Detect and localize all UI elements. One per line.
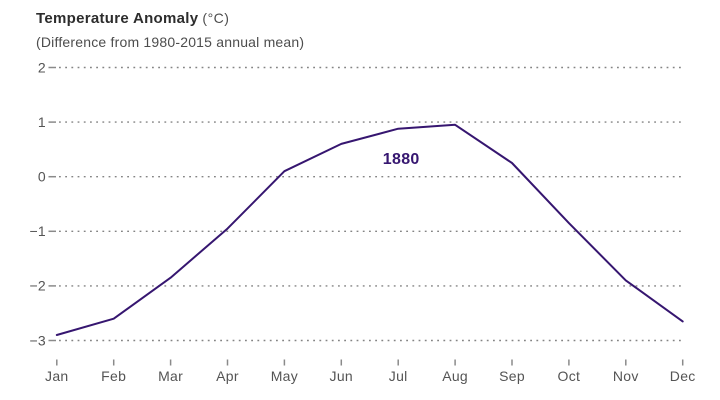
y-tick-label: −1 <box>29 223 46 239</box>
y-tick-label: −2 <box>29 278 46 294</box>
x-tick-label: Mar <box>158 368 183 384</box>
x-tick-label: Nov <box>613 368 639 384</box>
y-tick-label: 1 <box>38 114 46 130</box>
series-line-1880 <box>55 123 684 336</box>
x-tick-label: May <box>271 368 298 384</box>
chart-header: Temperature Anomaly (°C) (Difference from… <box>36 9 304 50</box>
x-tick-label: Oct <box>558 368 581 384</box>
y-tick-label: 2 <box>38 59 46 75</box>
chart-title: Temperature Anomaly <box>36 10 199 27</box>
x-tick-label: Feb <box>101 368 126 384</box>
series-label: 1880 <box>383 151 420 168</box>
x-tick-label: Dec <box>670 368 696 384</box>
x-tick-label: Jan <box>45 368 68 384</box>
x-tick-label: Jul <box>389 368 408 384</box>
chart-subtitle: (Difference from 1980-2015 annual mean) <box>36 34 305 50</box>
x-tick-label: Jun <box>330 368 353 384</box>
title-line: Temperature Anomaly (°C) <box>36 9 304 28</box>
y-tick-label: 0 <box>38 169 46 185</box>
chart-title-unit: (°C) <box>202 10 230 26</box>
x-tick-label: Aug <box>442 368 468 384</box>
x-tick-label: Apr <box>216 368 239 384</box>
x-tick-label: Sep <box>499 368 525 384</box>
y-tick-label: −3 <box>29 332 46 348</box>
